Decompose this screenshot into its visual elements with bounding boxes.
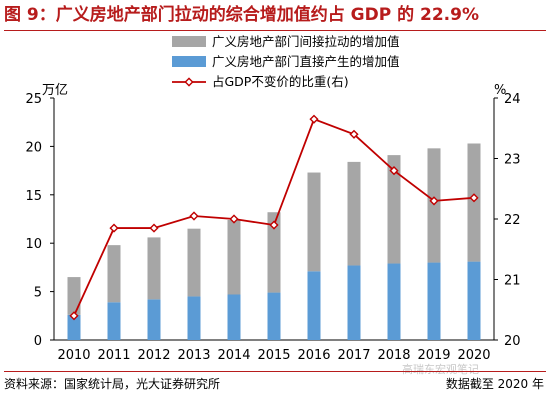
x-tick-label: 2014 [217, 348, 250, 363]
left-axis-unit: 万亿 [42, 83, 68, 98]
left-tick-label: 15 [25, 189, 42, 204]
bar-direct-value [387, 263, 401, 340]
share-point [229, 214, 239, 224]
right-tick-label: 22 [504, 213, 521, 228]
x-tick-label: 2016 [297, 348, 330, 363]
share-point [469, 193, 479, 203]
share-point [269, 220, 279, 230]
share-point [149, 223, 159, 233]
x-tick-label: 2013 [177, 348, 210, 363]
footer-divider [4, 371, 546, 372]
bar-indirect-value [347, 161, 361, 266]
bar-direct-value [187, 296, 201, 340]
data-cutoff-note: 数据截至 2020 年 [445, 377, 544, 391]
right-tick-label: 24 [504, 92, 521, 107]
bar-indirect-value [107, 245, 121, 303]
right-tick-label: 23 [504, 153, 521, 168]
bar-indirect-value [147, 237, 161, 300]
bar-indirect-value [267, 212, 281, 293]
share-point [69, 311, 79, 321]
legend-label: 占GDP不变价的比重(右) [212, 74, 349, 89]
bar-direct-value [427, 262, 441, 340]
legend-label: 广义房地产部门间接拉动的增加值 [212, 34, 400, 49]
legend-swatch [172, 56, 206, 67]
bar-direct-value [267, 292, 281, 340]
share-point [429, 196, 439, 206]
bar-indirect-value [387, 155, 401, 264]
x-tick-label: 2010 [57, 348, 90, 363]
x-tick-label: 2011 [97, 348, 130, 363]
bar-direct-value [147, 299, 161, 340]
bar-indirect-value [307, 172, 321, 272]
right-tick-label: 20 [504, 334, 521, 349]
chart: 0 5 10 15 20 25 20 21 22 23 24 万亿 % 2010 2011 2012 2013 2… [25, 34, 521, 363]
share-point [309, 114, 319, 124]
bar-direct-value [227, 294, 241, 340]
left-tick-label: 0 [34, 334, 42, 349]
x-tick-label: 2017 [337, 348, 370, 363]
x-tick-label: 2019 [417, 348, 450, 363]
bar-indirect-value [427, 148, 441, 263]
bar-direct-value [107, 302, 121, 340]
watermark-text: 高瑞东宏观笔记 [402, 363, 479, 376]
source-note: 资料来源：国家统计局，光大证券研究所 [4, 377, 221, 391]
right-axis-unit: % [494, 83, 506, 98]
right-tick-label: 21 [504, 274, 521, 289]
x-tick-label: 2020 [457, 348, 490, 363]
left-tick-label: 5 [34, 286, 42, 301]
left-tick-label: 25 [25, 92, 42, 107]
left-tick-label: 20 [25, 140, 42, 155]
bar-indirect-value [67, 277, 81, 315]
bar-direct-value [467, 261, 481, 340]
left-tick-label: 10 [25, 237, 42, 252]
legend-marker [184, 77, 194, 87]
bar-indirect-value [467, 143, 481, 262]
legend-label: 广义房地产部门直接产生的增加值 [212, 54, 400, 69]
bar-indirect-value [187, 228, 201, 297]
x-tick-label: 2012 [137, 348, 170, 363]
chart-title: 图 9：广义房地产部门拉动的综合增加值约占 GDP 的 22.9% [4, 5, 480, 25]
legend-swatch [172, 36, 206, 47]
share-point [389, 166, 399, 176]
share-point [189, 211, 199, 221]
share-point [349, 129, 359, 139]
x-tick-label: 2015 [257, 348, 290, 363]
title-divider [4, 30, 546, 31]
bar-indirect-value [227, 219, 241, 295]
x-tick-label: 2018 [377, 348, 410, 363]
share-point [109, 223, 119, 233]
bar-direct-value [67, 314, 81, 340]
bar-direct-value [307, 271, 321, 340]
bar-direct-value [347, 265, 361, 340]
